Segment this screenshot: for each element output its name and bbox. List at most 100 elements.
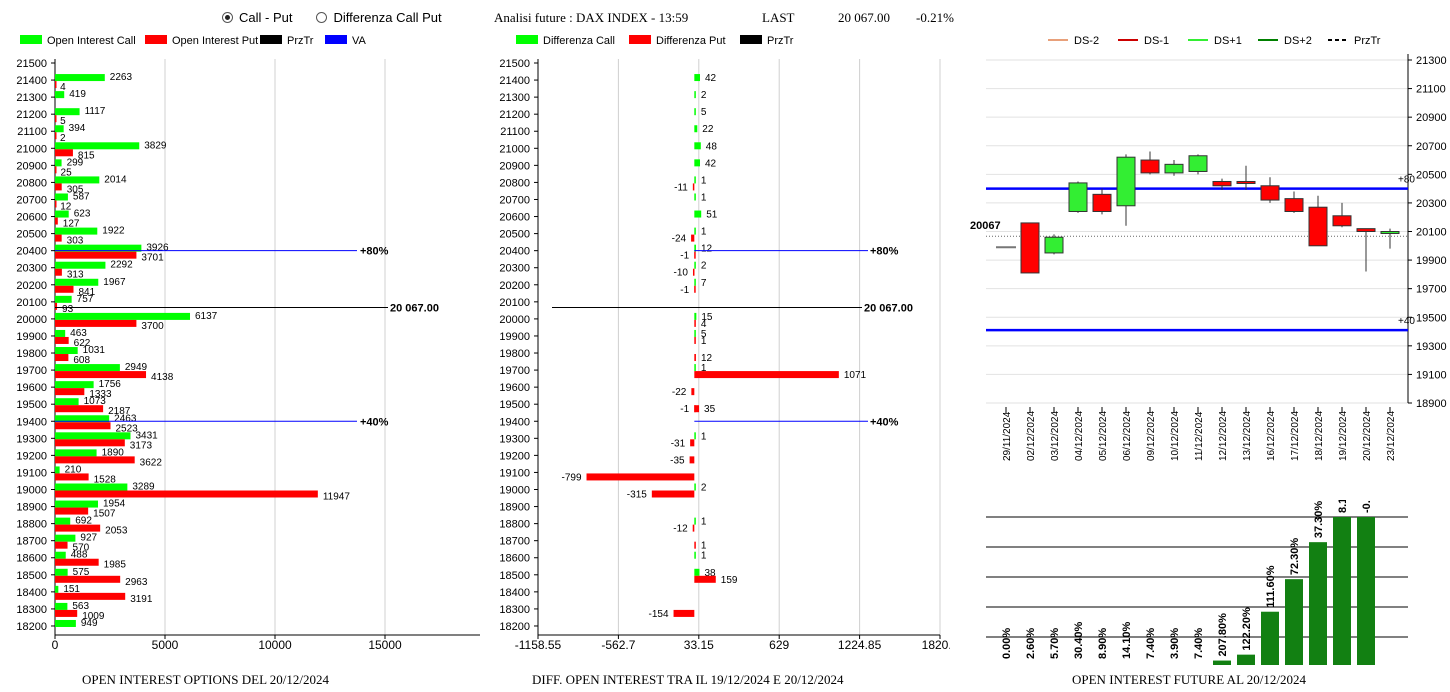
candle-body	[1044, 236, 1064, 254]
call-bar	[55, 619, 76, 627]
call-value-label: 3926	[146, 243, 169, 254]
legend-label-4: PrzTr	[1354, 35, 1381, 47]
put-value-label: 93	[62, 304, 74, 315]
diff-put-label: -1	[680, 251, 689, 262]
put-bar	[55, 609, 78, 617]
put-value-label: 4138	[151, 372, 174, 383]
put-bar	[55, 422, 111, 430]
call-bar	[55, 74, 105, 82]
y-tick-label: 20900	[1416, 112, 1447, 124]
call-value-label: 1967	[103, 277, 126, 288]
y-tick-label: 18200	[499, 621, 530, 633]
diff-put-bar	[694, 371, 839, 379]
diff-put-label: -1	[680, 404, 689, 415]
radio-call-put[interactable]: Call - Put	[222, 10, 292, 25]
call-bar	[55, 449, 97, 457]
put-value-label: 570	[73, 543, 90, 554]
diff-call-label: 22	[702, 124, 714, 135]
y-tick-label: 21500	[499, 58, 530, 70]
call-bar	[55, 347, 78, 355]
va-line-label-0: +80	[1398, 175, 1415, 186]
y-tick-label: 18900	[1416, 398, 1447, 410]
call-value-label: 1954	[103, 499, 126, 510]
diff-call-label: 12	[701, 244, 713, 255]
oi-bar	[1333, 517, 1351, 665]
legend-swatch-3	[325, 35, 347, 44]
candle-body	[1260, 185, 1280, 201]
put-value-label: 313	[67, 270, 84, 281]
put-bar	[55, 575, 121, 583]
call-value-label: 563	[72, 601, 89, 612]
y-tick-label: 19200	[16, 450, 47, 462]
y-tick-label: 19500	[16, 399, 47, 411]
call-value-label: 3829	[144, 140, 167, 151]
y-tick-label: 20200	[16, 280, 47, 292]
y-tick-label: 21100	[17, 126, 47, 138]
call-bar	[55, 415, 110, 423]
legend-swatch-0	[20, 35, 42, 44]
candle-body	[1356, 228, 1376, 232]
legend-label-2: DS+1	[1214, 35, 1242, 47]
put-value-label: 3700	[141, 321, 164, 332]
put-bar	[55, 166, 57, 174]
y-tick-label: 20200	[499, 280, 530, 292]
put-value-label: 5	[60, 116, 66, 127]
call-bar	[55, 483, 128, 491]
diff-call-bar	[694, 568, 700, 576]
y-tick-label: 20000	[499, 314, 530, 326]
x-tick-label: 04/12/2024	[1074, 411, 1085, 461]
diff-put-label: 159	[721, 575, 738, 586]
diff-call-bar	[694, 364, 696, 372]
diff-call-bar	[694, 159, 700, 167]
y-tick-label: 19800	[16, 348, 47, 360]
y-tick-label: 21400	[499, 75, 530, 87]
put-bar	[55, 456, 135, 464]
diff-call-label: 51	[706, 210, 718, 221]
oi-bar-label: 7.40%	[1145, 628, 1157, 659]
y-tick-label: 20500	[16, 229, 47, 241]
candle-body	[1236, 180, 1256, 184]
y-tick-label: 20100	[16, 297, 47, 309]
legend-label-1: Open Interest Put	[172, 35, 258, 47]
put-bar	[55, 132, 57, 140]
call-bar	[55, 312, 191, 320]
call-bar	[55, 398, 79, 406]
diff-put-bar	[694, 405, 700, 413]
call-bar	[55, 534, 76, 542]
put-value-label: 2187	[108, 406, 131, 417]
put-bar	[55, 354, 69, 362]
view-mode-radio-group: Call - Put Differenza Call Put	[222, 10, 442, 25]
y-tick-label: 20300	[499, 263, 530, 275]
y-tick-label: 19100	[1416, 369, 1447, 381]
legend-label-3: DS+2	[1284, 35, 1312, 47]
y-tick-label: 19100	[16, 467, 47, 479]
put-bar	[55, 388, 85, 396]
change-value: -0.21%	[916, 10, 954, 25]
call-bar	[55, 329, 66, 337]
diff-call-label: 42	[705, 158, 717, 169]
y-tick-label: 20000	[16, 314, 47, 326]
x-tick-label: 33.15	[684, 638, 714, 652]
diff-call-label: 15	[701, 312, 713, 323]
radio-differenza[interactable]: Differenza Call Put	[316, 10, 442, 25]
oi-bar-label: -0.40%	[1361, 500, 1373, 513]
y-tick-label: 21200	[499, 109, 530, 121]
call-value-label: 1756	[99, 379, 122, 390]
y-tick-label: 19100	[499, 467, 530, 479]
diff-put-bar	[651, 490, 695, 498]
x-tick-label: 1820.7	[922, 638, 950, 652]
put-value-label: 3173	[130, 440, 153, 451]
diff-put-bar	[692, 183, 695, 191]
diff-put-label: -31	[671, 438, 686, 449]
y-tick-label: 20500	[1416, 169, 1447, 181]
y-tick-label: 19400	[16, 416, 47, 428]
legend-label-1: DS-1	[1144, 35, 1169, 47]
va-label-40: +40%	[360, 416, 389, 428]
y-tick-label: 21300	[499, 92, 530, 104]
put-value-label: 2963	[125, 577, 148, 588]
call-bar	[55, 568, 68, 576]
call-value-label: 1031	[83, 345, 106, 356]
x-tick-label: -562.7	[601, 638, 635, 652]
va-label-40: +40%	[870, 416, 899, 428]
y-tick-label: 21100	[500, 126, 530, 138]
